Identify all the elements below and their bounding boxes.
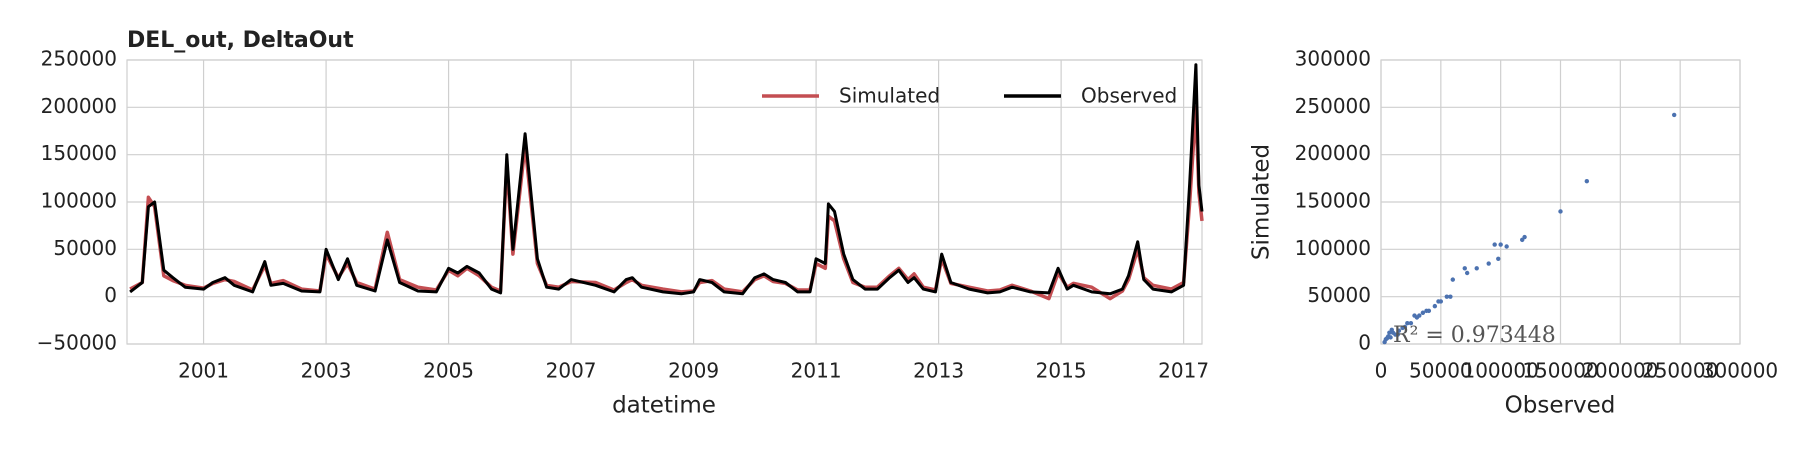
chart-title: DEL_out, DeltaOut (127, 28, 354, 53)
legend-label: Observed (1081, 84, 1177, 108)
scatter-point (1408, 320, 1414, 326)
scatter-point (1396, 328, 1402, 333)
annotation: R² = 0.973448 (1393, 323, 1556, 348)
y-tick-label: 50000 (1307, 283, 1371, 307)
scatter-point (1383, 337, 1388, 342)
y-tick-label: 100000 (1295, 236, 1371, 260)
y-tick-label: 0 (1358, 331, 1371, 355)
y-tick-label: 250000 (41, 47, 117, 71)
scatter-point (1402, 324, 1408, 330)
y-tick-label: 300000 (1295, 47, 1371, 71)
scatter-point (1558, 209, 1563, 214)
y-tick-label: 50000 (53, 236, 117, 260)
scatter-point (1420, 310, 1426, 315)
y-tick-label: 150000 (41, 141, 117, 165)
y-axis-label: Simulated (1249, 144, 1275, 260)
x-tick-label: 0 (1375, 359, 1388, 383)
scatter-point (1432, 303, 1438, 309)
x-tick-label: 2001 (178, 359, 229, 383)
scatter-point (1474, 266, 1479, 271)
scatter-point (1426, 308, 1432, 314)
x-tick-label: 2013 (913, 359, 964, 383)
y-tick-label: 250000 (1295, 94, 1371, 118)
x-tick-label: 250000 (1642, 359, 1718, 383)
series-line (129, 105, 1204, 301)
scatter-point (1671, 112, 1677, 118)
x-tick-label: 2017 (1158, 359, 1209, 383)
scatter-point (1496, 256, 1501, 261)
y-tick-label: 200000 (41, 94, 117, 118)
legend-label: Simulated (839, 84, 940, 108)
x-axis-label: Observed (1505, 393, 1616, 419)
scatter-point (1438, 299, 1444, 304)
scatter-point (1584, 178, 1590, 184)
scatter-point (1405, 320, 1410, 326)
scatter-point (1486, 261, 1491, 266)
y-tick-label: 150000 (1295, 189, 1371, 213)
scatter-point (1522, 234, 1527, 240)
scatter-point (1498, 242, 1503, 247)
scatter-point (1388, 335, 1393, 340)
x-tick-label: 300000 (1702, 359, 1778, 383)
scatter-point (1504, 244, 1509, 249)
x-tick-label: 2005 (423, 359, 474, 383)
x-tick-label: 2011 (791, 359, 842, 383)
x-tick-label: 2015 (1036, 359, 1087, 383)
x-tick-label: 2009 (668, 359, 719, 383)
scatter-point (1448, 294, 1453, 299)
scatter-point (1492, 242, 1497, 247)
scatter-point (1417, 313, 1422, 318)
y-tick-label: 200000 (1295, 141, 1371, 165)
scatter-point (1389, 327, 1394, 332)
scatter-point (1395, 332, 1400, 337)
scatter-point (1464, 270, 1470, 276)
plot-frame (1380, 59, 1741, 345)
x-tick-label: 100000 (1462, 359, 1538, 383)
x-tick-label: 2007 (546, 359, 597, 383)
x-tick-label: 2003 (301, 359, 352, 383)
x-axis-label: datetime (612, 393, 716, 419)
x-tick-label: 50000 (1409, 359, 1473, 383)
scatter-point (1450, 277, 1456, 282)
y-tick-label: 100000 (41, 189, 117, 213)
x-tick-label: 200000 (1582, 359, 1658, 383)
x-tick-label: 150000 (1522, 359, 1598, 383)
y-tick-label: 0 (104, 283, 117, 307)
scatter-point (1462, 266, 1467, 271)
y-tick-label: −50000 (37, 331, 117, 355)
series-line (129, 63, 1204, 296)
scatter-point (1444, 294, 1450, 299)
